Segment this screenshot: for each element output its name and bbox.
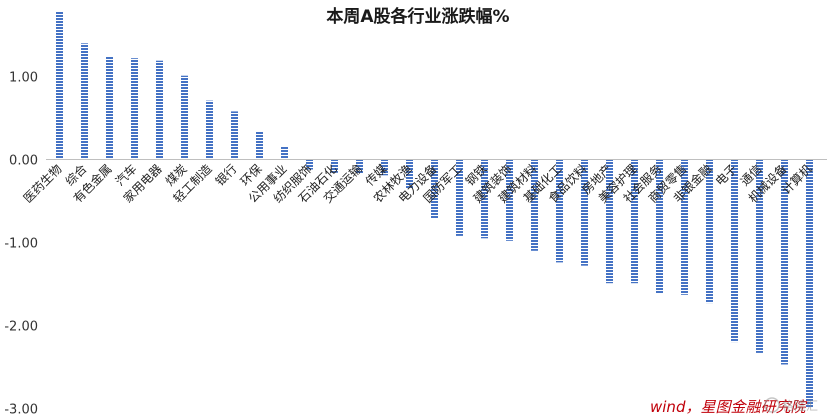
bar: [56, 11, 63, 160]
bar: [281, 146, 288, 160]
chart-title: 本周A股各行业涨跌幅%: [326, 6, 509, 27]
bar: [131, 58, 138, 160]
bar: [631, 159, 638, 284]
bar: [81, 43, 88, 160]
y-tick-label: 1.00: [9, 71, 38, 86]
y-tick-label: -3.00: [4, 403, 38, 417]
bar: [356, 159, 363, 174]
category-labels: 医药生物综合有色金属汽车家用电器煤炭轻工制造银行环保公用事业纺织服饰石油石化交通…: [21, 161, 815, 206]
bar: [606, 159, 613, 284]
bar: [156, 60, 163, 160]
bar: [106, 56, 113, 160]
bar: [256, 131, 263, 160]
bar: [706, 159, 713, 304]
bar: [456, 159, 463, 236]
watermark: 格隆汇: [764, 397, 818, 413]
y-axis: 1.00 0.00 -1.00 -2.00 -3.00: [4, 71, 38, 417]
bar: [481, 159, 488, 239]
bar: [206, 100, 213, 160]
bar: [731, 159, 738, 343]
bar: [531, 159, 538, 251]
bar: [681, 159, 688, 295]
bar: [556, 159, 563, 263]
bar: [306, 159, 313, 170]
watermark-logo-icon: [764, 397, 780, 413]
bar: [781, 159, 788, 365]
bar: [506, 159, 513, 241]
category-label: 银行: [213, 162, 240, 189]
y-tick-label: -2.00: [4, 320, 38, 335]
watermark-text: 格隆汇: [782, 398, 818, 413]
bar: [406, 159, 413, 189]
bars: [56, 11, 813, 408]
bar: [581, 159, 588, 266]
bar: [656, 159, 663, 294]
bar: [806, 159, 813, 408]
bar: [331, 159, 338, 173]
bar: [756, 159, 763, 353]
bar: [231, 111, 238, 160]
bar: [381, 159, 388, 176]
bar: [181, 75, 188, 160]
y-tick-label: -1.00: [4, 237, 38, 252]
bar: [431, 159, 438, 219]
y-tick-label: 0.00: [9, 154, 38, 169]
